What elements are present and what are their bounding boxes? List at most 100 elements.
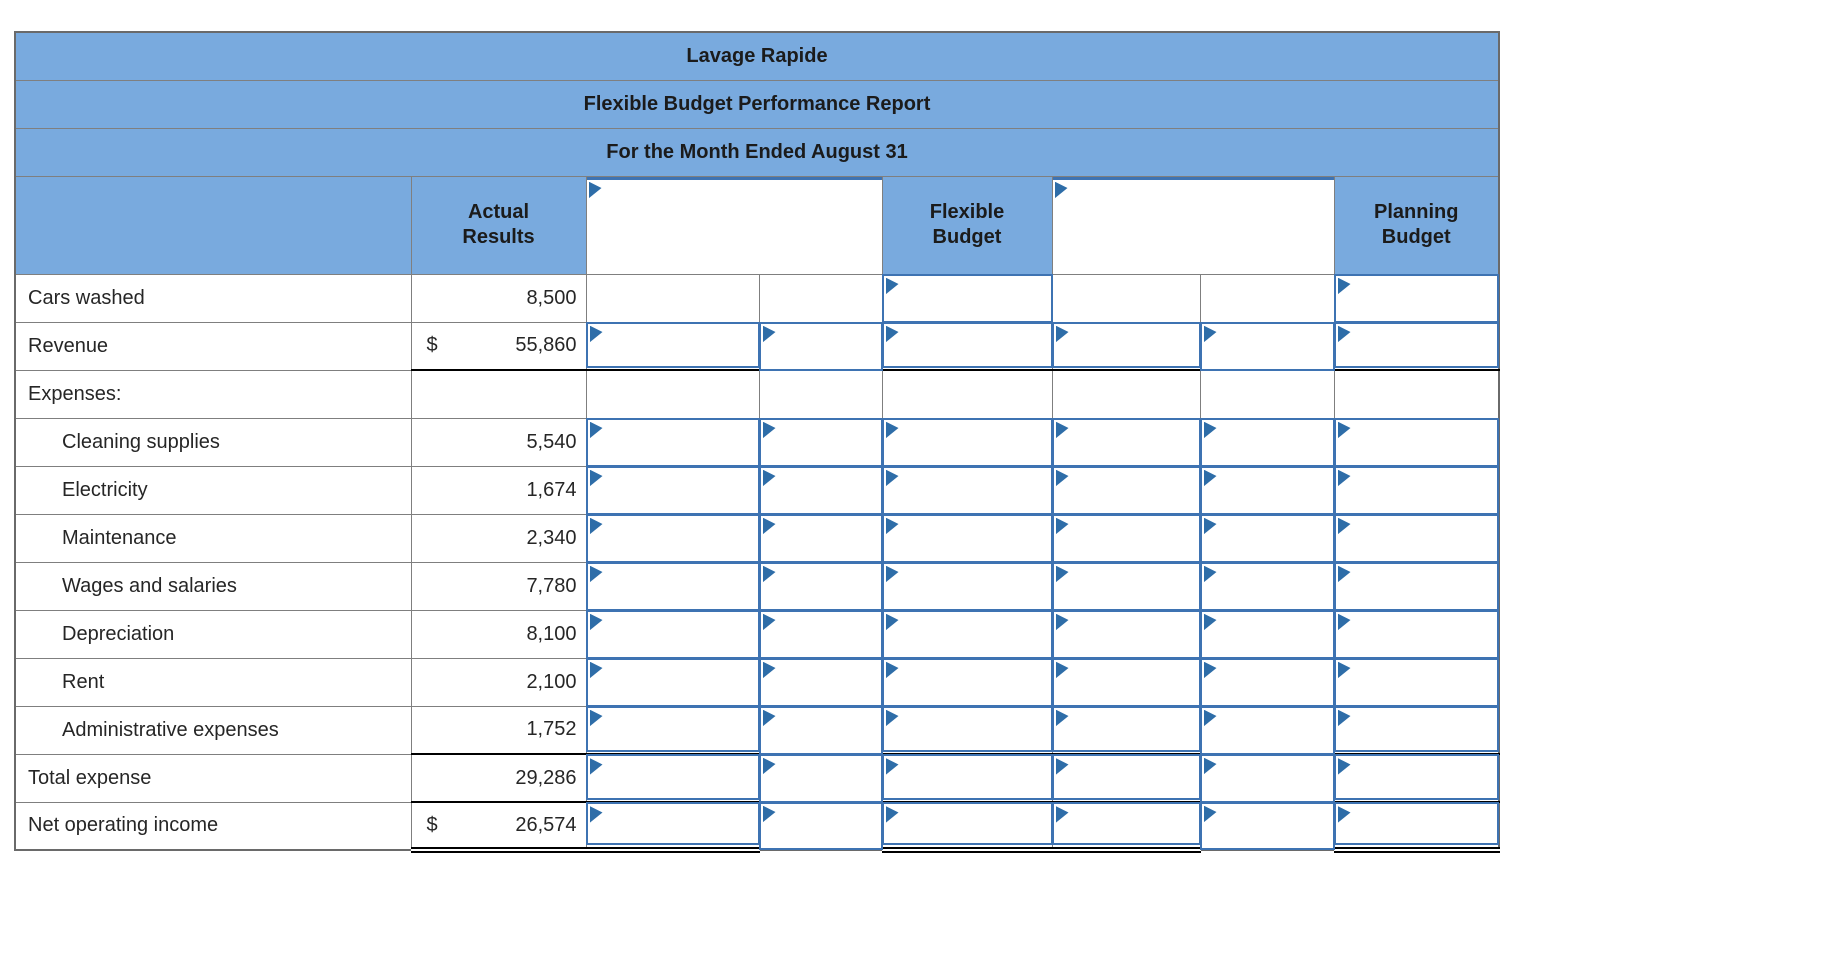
variance-amount-input-1[interactable]	[585, 561, 760, 611]
table-row: Electricity 1,674	[14, 465, 1500, 515]
variance-amount-input-2[interactable]	[1051, 321, 1201, 371]
variance-direction-input-2[interactable]	[1199, 513, 1335, 563]
variance-amount-input-2[interactable]	[1051, 801, 1201, 853]
amount-value: 5,540	[526, 430, 577, 453]
flexible-budget-input[interactable]	[881, 609, 1053, 659]
variance-direction-input-2[interactable]	[1199, 705, 1335, 755]
variance-amount-input-1[interactable]	[585, 417, 760, 467]
flexible-budget-input[interactable]	[881, 465, 1053, 515]
row-label: Expenses:	[14, 369, 412, 419]
row-label: Wages and salaries	[14, 561, 412, 611]
input-flag-icon	[1203, 613, 1217, 631]
input-flag-icon	[762, 421, 776, 439]
flexible-budget-input[interactable]	[881, 417, 1053, 467]
variance-direction-input-1[interactable]	[758, 705, 883, 755]
variance-direction-input-1[interactable]	[758, 801, 883, 851]
flexible-budget-input[interactable]	[881, 321, 1053, 371]
planning-budget-input[interactable]	[1333, 561, 1500, 611]
planning-budget-input[interactable]	[1333, 753, 1500, 803]
variance-direction-input-2[interactable]	[1199, 801, 1335, 851]
input-flag-icon	[1203, 325, 1217, 343]
variance-amount-input-1[interactable]	[585, 705, 760, 755]
variance-amount-input-2[interactable]	[1051, 753, 1201, 803]
flexible-budget-input[interactable]	[881, 273, 1053, 323]
input-flag-icon	[1203, 421, 1217, 439]
planning-budget-input[interactable]	[1333, 417, 1500, 467]
input-flag-icon	[1055, 758, 1069, 775]
variance-amount-input-1[interactable]	[585, 801, 760, 853]
planning-budget-input[interactable]	[1333, 465, 1500, 515]
variance-amount-input-1[interactable]	[585, 753, 760, 803]
input-flag-icon	[885, 565, 899, 583]
planning-budget-input[interactable]	[1333, 513, 1500, 563]
variance-direction-input-1[interactable]	[758, 513, 883, 563]
input-flag-icon	[589, 613, 603, 631]
variance-column-title-dropdown-1[interactable]	[585, 175, 883, 275]
amount-value: 8,100	[526, 622, 577, 645]
variance-amount-input-2[interactable]	[1051, 465, 1201, 515]
flexible-budget-input[interactable]	[881, 657, 1053, 707]
variance-amount-input-1[interactable]	[585, 513, 760, 563]
input-flag-icon	[1055, 806, 1069, 823]
row-label: Total expense	[14, 753, 412, 803]
input-flag-icon	[1337, 325, 1351, 343]
planning-budget-input[interactable]	[1333, 273, 1500, 323]
amount-value: 2,100	[526, 670, 577, 693]
input-flag-icon	[885, 421, 899, 439]
flexible-budget-input[interactable]	[881, 513, 1053, 563]
variance-column-title-dropdown-2[interactable]	[1051, 175, 1335, 275]
flexible-budget-input[interactable]	[881, 705, 1053, 755]
actual-amount: 1,674	[410, 465, 587, 515]
flexible-budget-input[interactable]	[881, 801, 1053, 853]
actual-amount	[410, 369, 587, 419]
input-flag-icon	[762, 805, 776, 823]
input-flag-icon	[885, 517, 899, 535]
variance-amount-input-2[interactable]	[1051, 609, 1201, 659]
variance-amount-input-1[interactable]	[585, 465, 760, 515]
planning-budget-input[interactable]	[1333, 801, 1500, 853]
actual-amount: 29,286	[410, 753, 587, 803]
variance-direction-input-2[interactable]	[1199, 753, 1335, 803]
input-flag-icon	[762, 469, 776, 487]
variance-direction-input-2[interactable]	[1199, 561, 1335, 611]
flexible-budget-input[interactable]	[881, 753, 1053, 803]
amount-value: 8,500	[526, 286, 577, 309]
variance-direction-input-2[interactable]	[1199, 417, 1335, 467]
variance-amount-input-2[interactable]	[1051, 561, 1201, 611]
variance-direction-input-1[interactable]	[758, 753, 883, 803]
flexible-budget-input[interactable]	[881, 561, 1053, 611]
input-flag-icon	[1055, 421, 1069, 439]
variance-amount-input-2[interactable]	[1051, 513, 1201, 563]
variance-amount-input-1[interactable]	[585, 657, 760, 707]
variance-direction-input-1[interactable]	[758, 465, 883, 515]
planning-budget-input[interactable]	[1333, 705, 1500, 755]
variance-amount-input-2[interactable]	[1051, 657, 1201, 707]
variance-direction-input-2[interactable]	[1199, 609, 1335, 659]
input-flag-icon	[885, 709, 899, 727]
planning-budget-input[interactable]	[1333, 657, 1500, 707]
input-flag-icon	[885, 806, 899, 823]
variance-amount-input-1[interactable]	[585, 609, 760, 659]
variance-direction-input-1[interactable]	[758, 657, 883, 707]
variance-direction-input-1[interactable]	[758, 417, 883, 467]
variance-amount-input-2[interactable]	[1051, 417, 1201, 467]
variance-direction-input-2[interactable]	[1199, 321, 1335, 371]
input-flag-icon	[885, 277, 899, 295]
input-flag-icon	[762, 517, 776, 535]
planning-budget-input[interactable]	[1333, 609, 1500, 659]
row-label: Cleaning supplies	[14, 417, 412, 467]
actual-amount: $26,574	[410, 801, 587, 853]
variance-direction-input-2[interactable]	[1199, 465, 1335, 515]
variance-amount-input-2[interactable]	[1051, 705, 1201, 755]
currency-symbol: $	[426, 334, 438, 357]
variance-amount-input-1[interactable]	[585, 321, 760, 371]
report-company-title: Lavage Rapide	[14, 31, 1500, 81]
blank-cell	[1333, 369, 1500, 419]
variance-direction-input-1[interactable]	[758, 561, 883, 611]
variance-direction-input-1[interactable]	[758, 609, 883, 659]
table-row: Expenses:	[14, 369, 1500, 419]
variance-direction-input-2[interactable]	[1199, 657, 1335, 707]
planning-budget-input[interactable]	[1333, 321, 1500, 371]
actual-amount: 2,340	[410, 513, 587, 563]
variance-direction-input-1[interactable]	[758, 321, 883, 371]
